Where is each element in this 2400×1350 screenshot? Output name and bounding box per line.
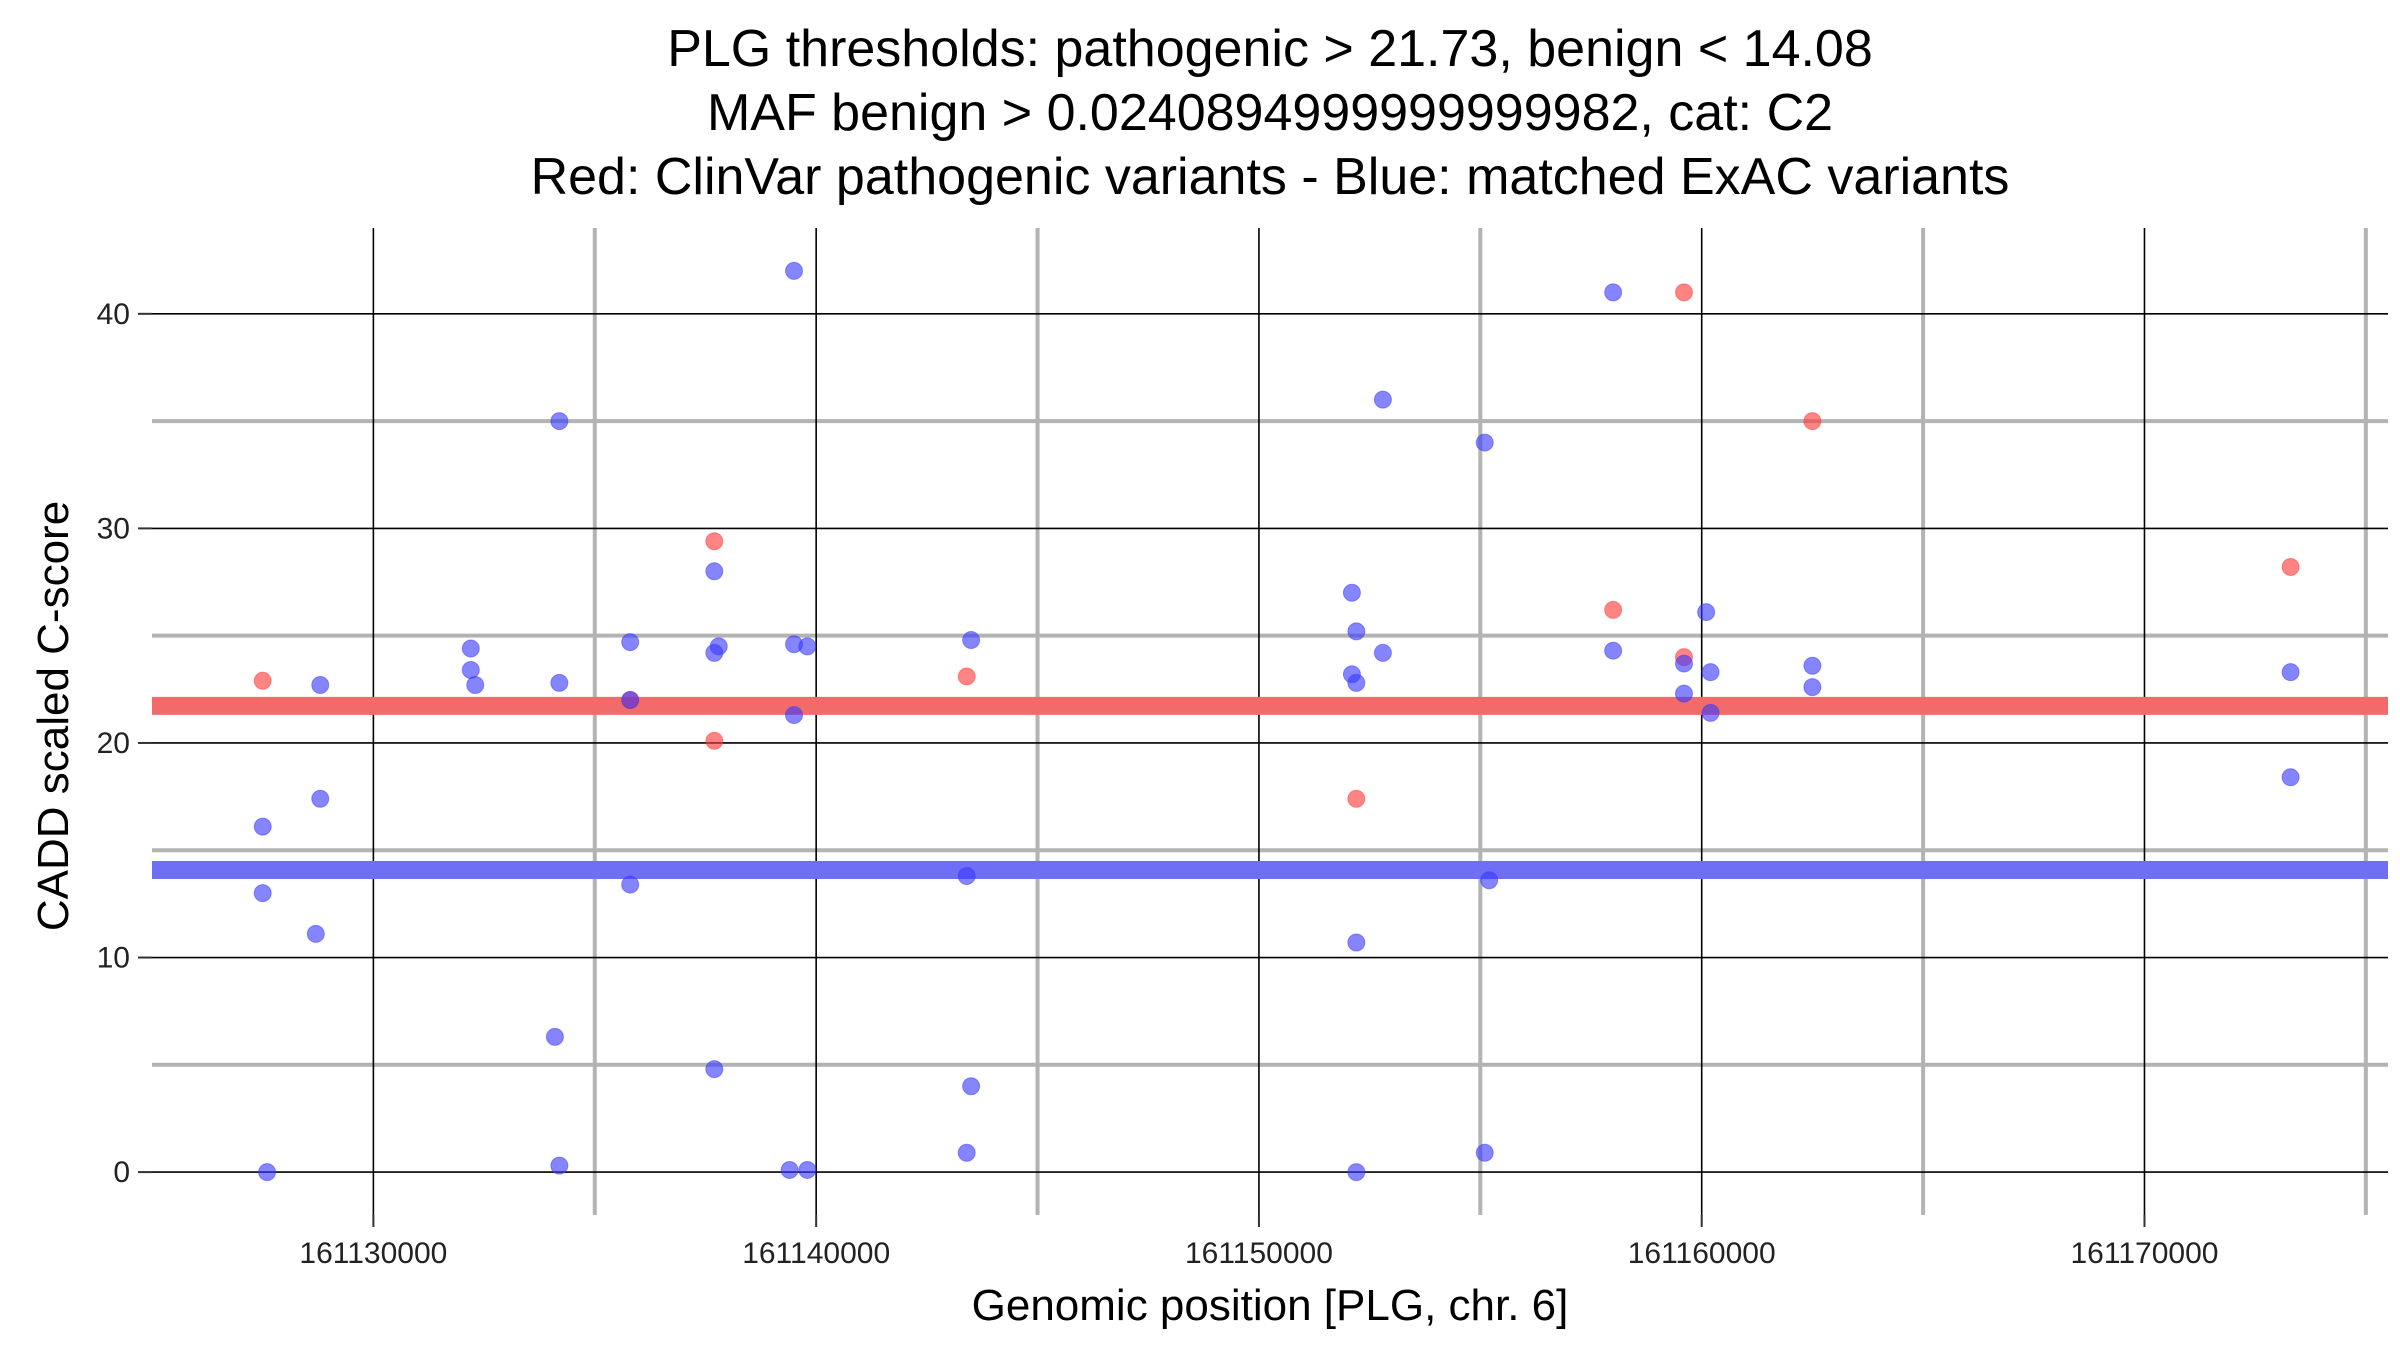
x-tick-label: 161160000 xyxy=(1628,1237,1776,1270)
benign-point xyxy=(962,1077,981,1096)
benign-point xyxy=(461,661,480,680)
benign-point xyxy=(621,633,640,652)
pathogenic-point xyxy=(1803,412,1822,431)
benign-point xyxy=(957,866,976,885)
y-axis-label: CADD scaled C-score xyxy=(29,501,78,931)
benign-point xyxy=(1347,622,1366,641)
y-tick-label: 40 xyxy=(97,298,130,331)
benign-point xyxy=(258,1163,277,1182)
benign-point xyxy=(1347,673,1366,692)
benign-point xyxy=(1674,654,1693,673)
pathogenic-point xyxy=(957,667,976,686)
chart-title-line-2: MAF benign > 0.0240894999999999982, cat:… xyxy=(707,84,1833,142)
chart-title-line-1: PLG thresholds: pathogenic > 21.73, beni… xyxy=(667,20,1873,78)
benign-point xyxy=(550,673,569,692)
benign-point xyxy=(545,1027,564,1046)
benign-point xyxy=(785,706,804,725)
benign-point xyxy=(1803,678,1822,697)
pathogenic-point xyxy=(1604,600,1623,619)
benign-point xyxy=(621,691,640,710)
benign-point xyxy=(705,643,724,662)
y-tick-label: 10 xyxy=(97,942,130,975)
y-tick-label: 30 xyxy=(97,512,130,545)
benign-point xyxy=(1480,871,1499,890)
pathogenic-point xyxy=(2281,558,2300,577)
benign-point xyxy=(1475,1143,1494,1162)
benign-point xyxy=(957,1143,976,1162)
benign-point xyxy=(1674,684,1693,703)
benign-point xyxy=(466,676,485,695)
benign-point xyxy=(1803,656,1822,675)
benign-point xyxy=(798,637,817,656)
x-tick-label: 161150000 xyxy=(1185,1237,1333,1270)
benign-point xyxy=(1475,433,1494,452)
benign-point xyxy=(461,639,480,658)
benign-point xyxy=(550,412,569,431)
benign-point xyxy=(1373,643,1392,662)
benign-point xyxy=(306,924,325,943)
benign-point xyxy=(253,817,272,836)
pathogenic-point xyxy=(1347,789,1366,808)
x-tick-label: 161140000 xyxy=(742,1237,890,1270)
benign-point xyxy=(2281,663,2300,682)
benign-point xyxy=(311,676,330,695)
benign-point xyxy=(1604,641,1623,660)
benign-point xyxy=(1373,390,1392,409)
threshold-lines xyxy=(152,696,2388,879)
x-tick-label: 161170000 xyxy=(2071,1237,2219,1270)
benign-point xyxy=(1701,663,1720,682)
data-points xyxy=(253,261,2300,1182)
benign-point xyxy=(1347,1163,1366,1182)
benign-point xyxy=(1701,703,1720,722)
pathogenic-point xyxy=(705,731,724,750)
benign-point xyxy=(253,884,272,903)
pathogenic-point xyxy=(253,671,272,690)
pathogenic-point xyxy=(705,532,724,551)
pathogenic-point xyxy=(1674,283,1693,302)
benign-point xyxy=(1347,933,1366,952)
benign-point xyxy=(705,562,724,581)
benign-point xyxy=(705,1060,724,1079)
x-axis-label: Genomic position [PLG, chr. 6] xyxy=(972,1281,1569,1330)
benign-point xyxy=(311,789,330,808)
benign-point xyxy=(1342,583,1361,602)
benign-point xyxy=(621,875,640,894)
benign-point xyxy=(2281,768,2300,787)
benign-point xyxy=(785,261,804,280)
axis-ticks: 0 10 20 30 40 161130000 161140000 161150000 1611… xyxy=(97,298,2219,1270)
benign-point xyxy=(550,1156,569,1175)
y-tick-label: 20 xyxy=(97,727,130,760)
x-tick-label: 161130000 xyxy=(299,1237,447,1270)
benign-point xyxy=(780,1160,799,1179)
benign-point xyxy=(1604,283,1623,302)
grid xyxy=(152,228,2388,1215)
chart-title-line-3: Red: ClinVar pathogenic variants - Blue:… xyxy=(531,148,2010,206)
benign-point xyxy=(1697,603,1716,622)
benign-point xyxy=(798,1160,817,1179)
benign-point xyxy=(962,630,981,649)
y-tick-label: 0 xyxy=(113,1156,130,1189)
